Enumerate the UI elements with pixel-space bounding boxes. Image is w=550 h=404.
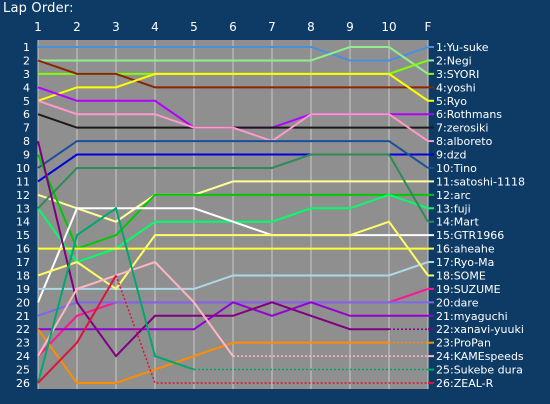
y-tick-label: 19 — [16, 283, 30, 296]
x-tick-label: 1 — [34, 20, 42, 34]
y-tick-label: 22 — [16, 323, 30, 336]
x-tick-label: F — [425, 20, 432, 34]
series-line — [37, 153, 429, 223]
legend-item: 1:Yu-suke — [436, 41, 489, 54]
x-tick-label: 10 — [381, 20, 396, 34]
x-tick-label: 8 — [307, 20, 315, 34]
x-tick-label: 6 — [229, 20, 237, 34]
legend-item: 21:myaguchi — [436, 310, 508, 323]
legend-item: 8:alboreto — [436, 135, 493, 148]
x-axis-labels: 1 2 3 4 5 6 7 8 9 10 F — [34, 20, 431, 34]
series-line — [37, 140, 429, 169]
y-tick-label: 3 — [23, 68, 30, 81]
y-tick-label: 10 — [16, 162, 30, 175]
y-tick-label: 23 — [16, 337, 30, 350]
legend-item: 13:fuji — [436, 202, 471, 215]
y-tick-label: 18 — [16, 269, 30, 282]
legend-item: 12:arc — [436, 189, 471, 202]
y-tick-label: 11 — [16, 175, 30, 188]
series-line — [38, 46, 429, 75]
x-tick-label: 2 — [73, 20, 81, 34]
series-line — [37, 260, 234, 357]
series-line — [37, 59, 428, 89]
y-tick-label: 21 — [16, 310, 30, 323]
legend-item: 6:Rothmans — [436, 108, 502, 121]
legend-item: 3:SYORI — [436, 68, 479, 81]
x-tick-label: 4 — [151, 20, 159, 34]
legend-item: 19:SUZUME — [436, 283, 501, 296]
y-tick-label: 20 — [16, 296, 30, 309]
legend-item: 9:dzd — [436, 149, 466, 162]
legend-item: 17:Ryo-Ma — [436, 256, 494, 269]
y-tick-label: 8 — [23, 135, 30, 148]
y-tick-label: 25 — [16, 364, 30, 377]
y-tick-label: 2 — [23, 54, 30, 67]
y-tick-label: 24 — [16, 350, 30, 363]
legend-item: 16:aheahe — [436, 243, 495, 256]
series-lines — [37, 46, 429, 384]
series-line — [38, 261, 429, 290]
legend-item: 23:ProPan — [436, 337, 491, 350]
legend-item: 7:zerosiki — [436, 122, 488, 135]
series-line — [37, 328, 389, 384]
x-tick-label: 9 — [346, 20, 354, 34]
series-line — [37, 154, 428, 250]
legend-item: 15:GTR1966 — [436, 229, 504, 242]
series-line — [37, 206, 195, 384]
y-axis-labels: 1234567891011121314151617181920212223242… — [16, 41, 30, 390]
series-line — [37, 140, 389, 358]
y-tick-label: 7 — [23, 122, 30, 135]
legend-item: 10:Tino — [436, 162, 477, 175]
legend-item: 11:satoshi-1118 — [436, 175, 525, 188]
series-line — [37, 207, 428, 303]
series-line — [37, 72, 429, 102]
y-tick-label: 9 — [23, 149, 30, 162]
legend-item: 5:Ryo — [436, 95, 467, 108]
y-tick-label: 13 — [16, 202, 30, 215]
x-tick-label: 3 — [112, 20, 120, 34]
legend-item: 2:Negi — [436, 54, 472, 67]
legend-item: 18:SOME — [436, 269, 486, 282]
series-line — [37, 99, 429, 143]
y-tick-label: 4 — [23, 81, 30, 94]
y-tick-label: 15 — [16, 229, 30, 242]
y-tick-label: 5 — [23, 95, 30, 108]
legend-item: 24:KAMEspeeds — [436, 350, 524, 363]
series-line — [38, 46, 429, 62]
legend-item: 26:ZEAL-R — [436, 377, 494, 390]
legend-item: 22:xanavi-yuuki — [436, 323, 524, 336]
series-line — [38, 301, 428, 331]
legend: 1:Yu-suke2:Negi3:SYORI4:yoshi5:Ryo6:Roth… — [428, 41, 525, 390]
series-line — [37, 274, 117, 384]
y-tick-label: 14 — [16, 216, 30, 229]
x-tick-label: 7 — [268, 20, 276, 34]
legend-item: 4:yoshi — [436, 81, 476, 94]
y-tick-label: 26 — [16, 377, 30, 390]
x-tick-label: 5 — [190, 20, 198, 34]
legend-item: 20:dare — [436, 296, 479, 309]
y-tick-label: 16 — [16, 243, 30, 256]
y-tick-label: 1 — [23, 41, 30, 54]
y-tick-label: 17 — [16, 256, 30, 269]
legend-item: 14:Mart — [436, 216, 479, 229]
chart-title: Lap Order: — [3, 1, 74, 16]
legend-item: 25:Sukebe dura — [436, 364, 523, 377]
y-tick-label: 12 — [16, 189, 30, 202]
y-tick-label: 6 — [23, 108, 30, 121]
